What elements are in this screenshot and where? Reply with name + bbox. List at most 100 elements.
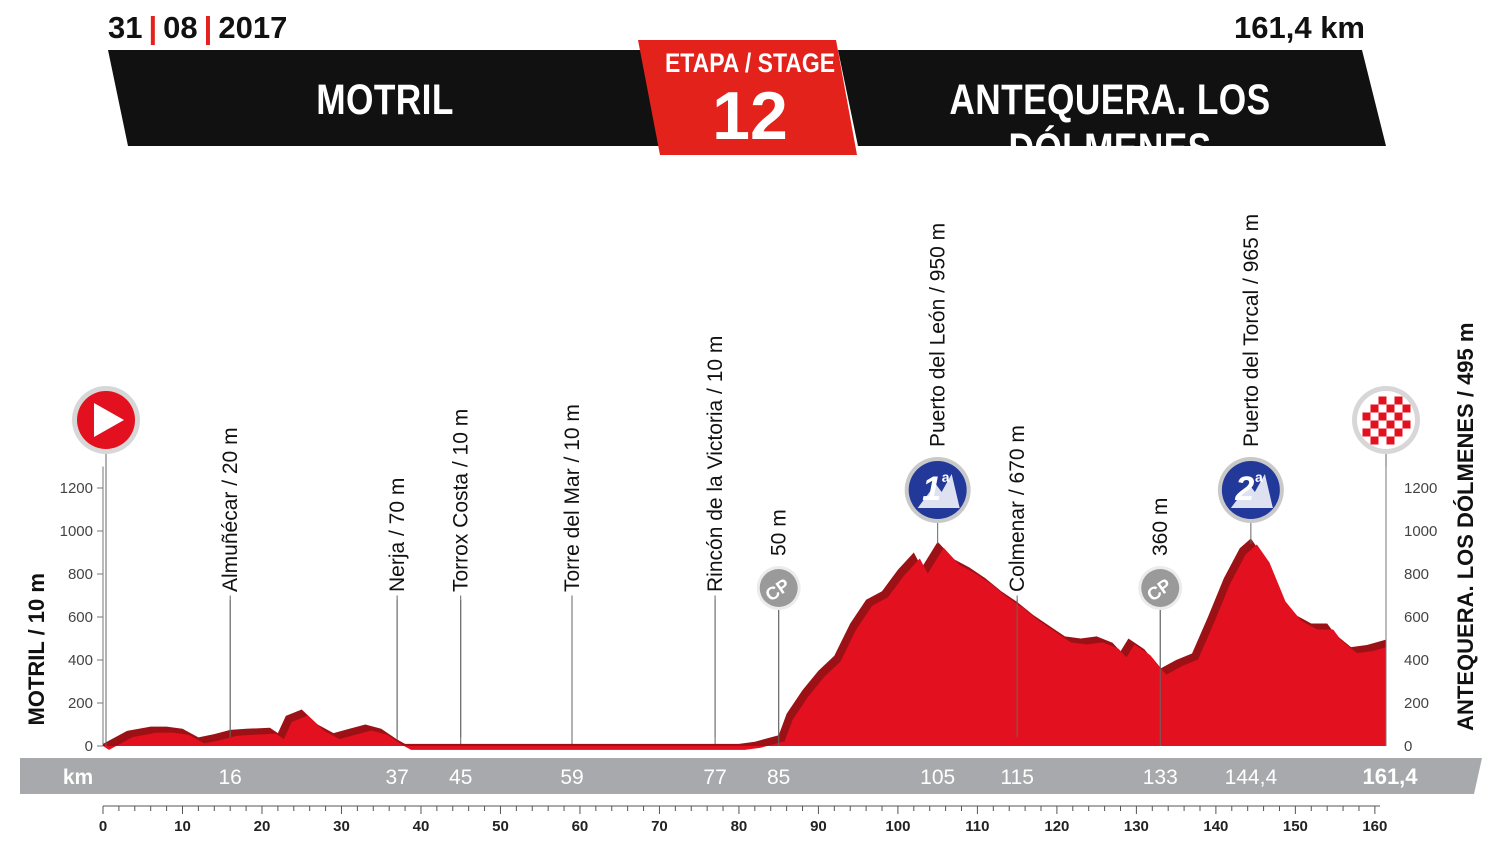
stage-banner xyxy=(108,40,1386,155)
location-label: 50 m xyxy=(768,509,791,556)
mountain-icon xyxy=(917,474,960,508)
chart-profile xyxy=(103,466,1398,750)
y-tick-label: 400 xyxy=(1404,652,1429,669)
banner-left-band xyxy=(108,50,680,146)
y-tick-label: 800 xyxy=(1404,566,1429,583)
location-label: Puerto del Torcal / 965 m xyxy=(1240,214,1263,447)
checker-square xyxy=(1370,420,1379,429)
date-month: 08 xyxy=(163,10,198,45)
km-bar-value: 16 xyxy=(219,766,242,789)
play-icon xyxy=(94,403,124,437)
km-bar-value: 45 xyxy=(449,766,472,789)
start-flag-icon xyxy=(72,386,140,454)
checker-square xyxy=(1362,428,1371,437)
x-tick-label: 10 xyxy=(174,818,191,835)
km-bar-value: 77 xyxy=(703,766,726,789)
checker-square xyxy=(1402,404,1411,413)
x-tick-label: 20 xyxy=(254,818,271,835)
mountain-icon xyxy=(1230,474,1273,508)
x-tick-label: 130 xyxy=(1124,818,1149,835)
checker-square xyxy=(1394,412,1403,421)
sprint-body xyxy=(1141,569,1180,607)
km-bar-value: 115 xyxy=(1000,766,1033,789)
left-axis-label: MOTRIL / 10 m xyxy=(24,573,49,725)
cat-sup: a xyxy=(1255,469,1263,485)
y-tick-label: 1200 xyxy=(60,480,93,497)
cat-number: 1 xyxy=(922,470,941,508)
x-tick-label: 70 xyxy=(651,818,668,835)
chart-axes: MOTRIL / 10 m ANTEQUERA. LOS DÓLMENES / 4… xyxy=(20,323,1482,835)
km-bar-label: km xyxy=(63,766,93,789)
location-label: Nerja / 70 m xyxy=(386,478,409,592)
y-tick-label: 800 xyxy=(68,566,93,583)
x-tick-label: 110 xyxy=(965,818,989,835)
start-city: MOTRIL xyxy=(316,76,454,124)
km-bar-value: 144,4 xyxy=(1225,766,1278,789)
date-day: 31 xyxy=(108,10,143,45)
x-tick-label: 160 xyxy=(1362,818,1387,835)
checker-square xyxy=(1386,404,1395,413)
y-tick-label: 1200 xyxy=(1404,480,1437,497)
km-bar-value: 59 xyxy=(560,766,583,789)
profile-edge-mask xyxy=(1386,466,1398,747)
x-tick-label: 140 xyxy=(1203,818,1228,835)
x-tick-label: 100 xyxy=(885,818,910,835)
location-label: Colmenar / 670 m xyxy=(1006,425,1029,592)
y-tick-label: 200 xyxy=(68,695,93,712)
km-bar-value: 85 xyxy=(767,766,790,789)
y-tick-label: 600 xyxy=(1404,609,1429,626)
stage-date: 31 | 08 | 2017 xyxy=(108,10,287,46)
checker-square xyxy=(1370,436,1379,445)
sprint-body xyxy=(759,569,798,607)
location-label: Rincón de la Victoria / 10 m xyxy=(704,336,727,592)
cat-sup: a xyxy=(942,469,950,485)
location-label: Torrox Costa / 10 m xyxy=(450,409,473,592)
right-axis-label: ANTEQUERA. LOS DÓLMENES / 495 m xyxy=(1453,323,1478,731)
y-tick-label: 0 xyxy=(85,738,93,755)
checker-square xyxy=(1378,412,1387,421)
location-label: Torre del Mar / 10 m xyxy=(561,404,584,592)
chart-markers: Almuñécar / 20 m Nerja / 70 m Torrox Costa… xyxy=(72,214,1420,746)
x-tick-label: 30 xyxy=(333,818,350,835)
x-tick-label: 80 xyxy=(731,818,748,835)
date-separator: | xyxy=(203,10,213,45)
checker-square xyxy=(1378,396,1387,405)
location-label: Almuñécar / 20 m xyxy=(219,427,242,592)
x-tick-label: 120 xyxy=(1044,818,1069,835)
km-bar-value: 37 xyxy=(385,766,408,789)
finish-flag-icon xyxy=(1352,386,1420,454)
stage-label: ETAPA / STAGE xyxy=(665,48,836,78)
checker-square xyxy=(1386,436,1395,445)
date-separator: | xyxy=(148,10,158,45)
checker-square xyxy=(1362,412,1371,421)
km-bar-value: 105 xyxy=(920,766,955,789)
x-tick-label: 60 xyxy=(572,818,589,835)
date-year: 2017 xyxy=(218,10,288,45)
sprint-icon: CP xyxy=(756,566,801,610)
stage-badge xyxy=(638,40,857,155)
x-tick-label: 40 xyxy=(413,818,430,835)
y-tick-label: 200 xyxy=(1404,695,1429,712)
checker-square xyxy=(1402,420,1411,429)
stage-number: 12 xyxy=(712,78,788,154)
location-label: 360 m xyxy=(1149,498,1172,556)
y-tick-label: 400 xyxy=(68,652,93,669)
y-tick-label: 600 xyxy=(68,609,93,626)
y-tick-label: 1000 xyxy=(60,523,93,540)
stage-distance: 161,4 km xyxy=(1234,10,1365,45)
km-bar xyxy=(20,758,1482,794)
checker-square xyxy=(1378,428,1387,437)
x-tick-label: 90 xyxy=(810,818,827,835)
x-tick-label: 0 xyxy=(99,818,107,835)
sprint-icon: CP xyxy=(1138,566,1183,610)
profile-area xyxy=(103,544,1392,750)
cat-number: 2 xyxy=(1234,470,1254,508)
km-bar-value: 133 xyxy=(1143,766,1178,789)
banner-right-band xyxy=(838,50,1386,146)
checker-square xyxy=(1394,428,1403,437)
y-tick-label: 1000 xyxy=(1404,523,1437,540)
